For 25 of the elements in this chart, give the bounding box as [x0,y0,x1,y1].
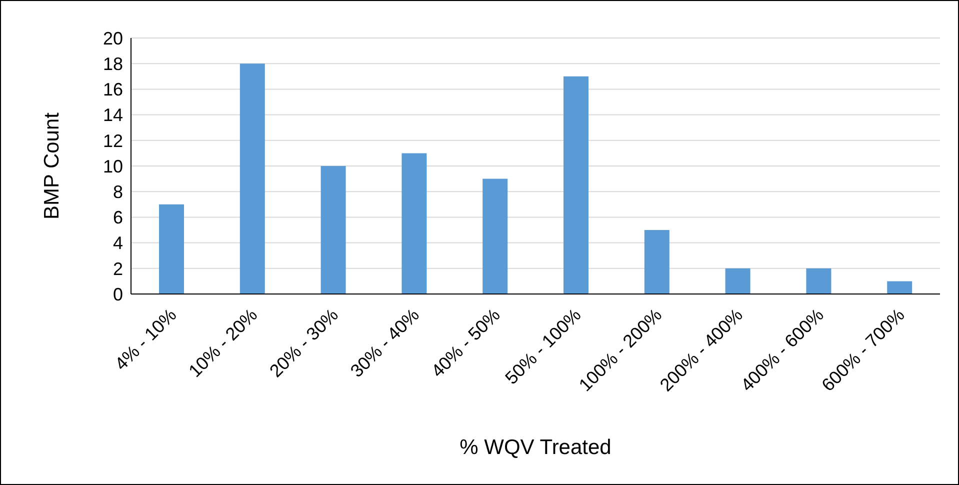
x-tick-label: 30% - 40% [346,304,423,382]
bar [806,268,832,294]
bar [644,230,670,294]
y-axis-title: BMP Count [40,112,64,220]
y-tick-label: 2 [112,258,123,279]
y-tick-label: 10 [102,156,123,176]
bar [240,64,265,294]
y-tick-label: 20 [102,28,123,48]
y-tick-label: 4 [112,233,123,254]
y-tick-label: 0 [112,284,123,304]
y-tick-label: 6 [112,208,123,228]
y-tick-label: 8 [112,182,123,202]
bar [482,178,508,294]
bar [887,281,912,294]
x-tick-label: 40% - 50% [427,304,504,382]
y-tick-label: 18 [102,54,123,74]
bar [402,153,427,294]
y-tick-label: 16 [102,80,123,100]
bar [564,76,588,294]
y-tick-label: 12 [102,130,123,151]
bar [725,268,750,294]
x-axis-title: % WQV Treated [460,436,612,459]
bar [159,204,184,294]
bar [320,166,346,294]
y-tick-label: 14 [102,105,123,126]
